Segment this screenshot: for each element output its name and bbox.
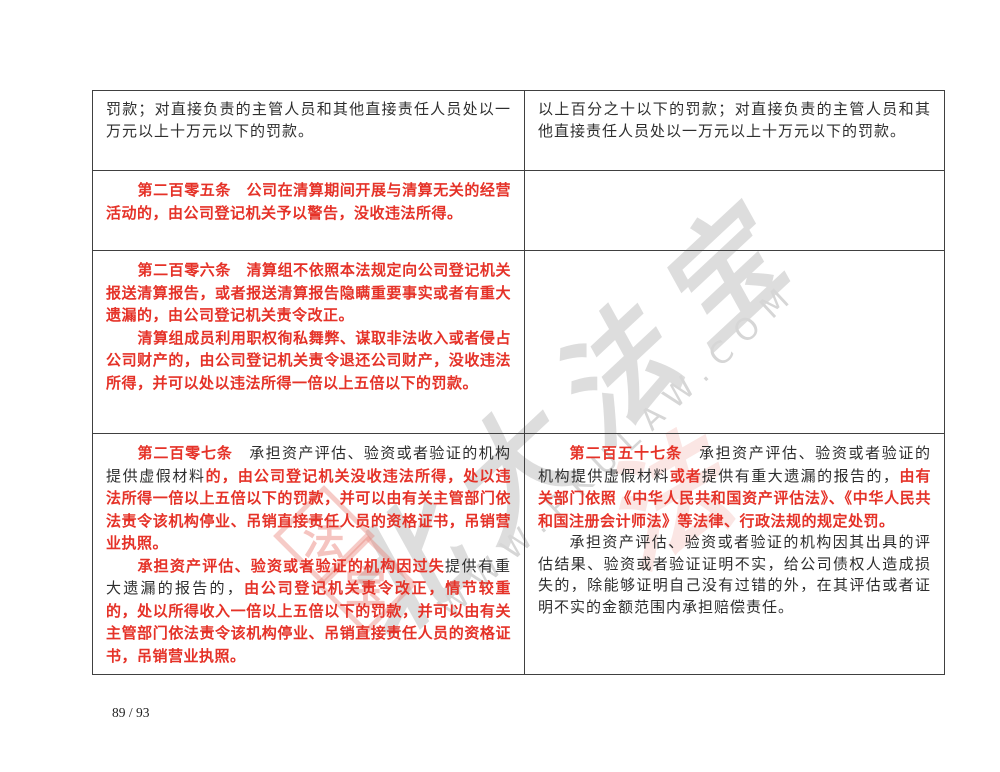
revised-text-run: 第二百零五条 公司在清算期间开展与清算无关的经营活动的，由公司登记机关予以警告，…: [106, 182, 511, 222]
revised-text-run: 第二百零七条: [137, 445, 233, 462]
paragraph: 以上百分之十以下的罚款；对直接负责的主管人员和其他直接责任人员处以一万元以上十万…: [538, 100, 931, 143]
table-cell-new-law: 第二百五十七条 承担资产评估、验资或者验证的机构提供虚假材料或者提供有重大遗漏的…: [524, 433, 945, 675]
paragraph: 第二百零五条 公司在清算期间开展与清算无关的经营活动的，由公司登记机关予以警告，…: [106, 180, 511, 225]
paragraph: 清算组成员利用职权徇私舞弊、谋取非法收入或者侵占公司财产的，由公司登记机关责令退…: [106, 328, 511, 396]
table-cell-new-law: 以上百分之十以下的罚款；对直接负责的主管人员和其他直接责任人员处以一万元以上十万…: [524, 90, 945, 171]
table-cell-old-law: 罚款；对直接负责的主管人员和其他直接责任人员处以一万元以上十万元以下的罚款。: [92, 90, 525, 171]
table-row: 第二百零七条 承担资产评估、验资或者验证的机构提供虚假材料的，由公司登记机关没收…: [92, 433, 945, 675]
comparison-table: 罚款；对直接负责的主管人员和其他直接责任人员处以一万元以上十万元以下的罚款。 以…: [92, 90, 945, 675]
paragraph: 第二百五十七条 承担资产评估、验资或者验证的机构提供虚假材料或者提供有重大遗漏的…: [538, 443, 931, 533]
paragraph: 承担资产评估、验资或者验证的机构因过失提供有重大遗漏的报告的，由公司登记机关责令…: [106, 556, 511, 669]
table-row: 第二百零五条 公司在清算期间开展与清算无关的经营活动的，由公司登记机关予以警告，…: [92, 170, 945, 251]
table-cell-old-law: 第二百零七条 承担资产评估、验资或者验证的机构提供虚假材料的，由公司登记机关没收…: [92, 433, 525, 675]
table-row: 罚款；对直接负责的主管人员和其他直接责任人员处以一万元以上十万元以下的罚款。 以…: [92, 90, 945, 171]
original-text-run: 承担资产评估、验资或者验证的机构提供虚假材料: [538, 446, 931, 485]
original-text-run: 以上百分之十以下的罚款；对直接负责的主管人员和其他直接责任人员处以一万元以上十万…: [538, 102, 931, 140]
table-cell-new-law: [524, 170, 945, 251]
original-text-run: 承担资产评估、验资或者验证的机构因其出具的评估结果、验资或者验证证明不实，给公司…: [538, 535, 931, 616]
revised-text-run: 由有关部门依照《中华人民共和国资产评估法》、《中华人民共和国注册会计师法》等法律…: [538, 467, 931, 530]
table-cell-old-law: 第二百零五条 公司在清算期间开展与清算无关的经营活动的，由公司登记机关予以警告，…: [92, 170, 525, 251]
revised-text-run: 承担资产评估、验资或者验证的机构因过失: [137, 557, 445, 575]
revised-text-run: 清算组成员利用职权徇私舞弊、谋取非法收入或者侵占公司财产的，由公司登记机关责令退…: [106, 329, 511, 392]
table-row: 第二百零六条 清算组不依照本法规定向公司登记机关报送清算报告，或者报送清算报告隐…: [92, 250, 945, 434]
table-cell-old-law: 第二百零六条 清算组不依照本法规定向公司登记机关报送清算报告，或者报送清算报告隐…: [92, 250, 525, 434]
paragraph: 承担资产评估、验资或者验证的机构因其出具的评估结果、验资或者验证证明不实，给公司…: [538, 533, 931, 619]
paragraph: 罚款；对直接负责的主管人员和其他直接责任人员处以一万元以上十万元以下的罚款。: [106, 100, 511, 143]
revised-text-run: 的，由公司登记机关没收违法所得，处以违法所得一倍以上五倍以下的罚款，并可以由有关…: [106, 467, 511, 553]
revised-text-run: 或者: [669, 467, 702, 485]
original-text-run: 罚款；对直接负责的主管人员和其他直接责任人员处以一万元以上十万元以下的罚款。: [106, 102, 511, 140]
revised-text-run: 由公司登记机关责令改正，情节较重的，处以所得收入一倍以上五倍以下的罚款，并可以由…: [106, 580, 511, 665]
table-cell-new-law: [524, 250, 945, 434]
original-text-run: 提供有重大遗漏的报告的，: [701, 468, 900, 485]
page-number: 89 / 93: [112, 705, 150, 720]
revised-text-run: 第二百五十七条: [569, 445, 683, 462]
paragraph: 第二百零七条 承担资产评估、验资或者验证的机构提供虚假材料的，由公司登记机关没收…: [106, 443, 511, 556]
paragraph: 第二百零六条 清算组不依照本法规定向公司登记机关报送清算报告，或者报送清算报告隐…: [106, 260, 511, 328]
revised-text-run: 第二百零六条 清算组不依照本法规定向公司登记机关报送清算报告，或者报送清算报告隐…: [106, 262, 511, 324]
original-text-run: 承担资产评估、验资或者验证的机构提供虚假材料: [106, 446, 511, 485]
original-text-run: 提供有重大遗漏的报告的，: [106, 558, 511, 598]
